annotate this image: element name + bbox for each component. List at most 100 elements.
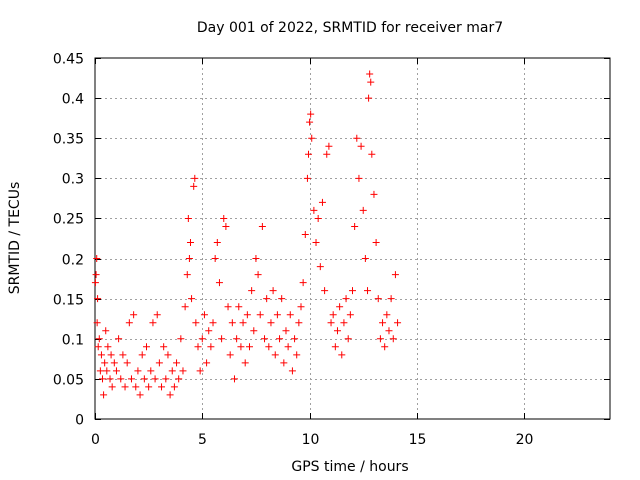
data-point: [205, 327, 213, 335]
data-point: [203, 359, 211, 367]
data-point: [181, 303, 189, 311]
data-point: [134, 367, 142, 375]
y-tick-label: 0.05: [53, 373, 84, 389]
data-point: [147, 367, 155, 375]
data-point: [215, 279, 223, 287]
data-point: [303, 174, 311, 182]
points-layer: [91, 70, 402, 399]
data-point: [364, 287, 372, 295]
data-point: [271, 351, 279, 359]
plot-frame: [94, 57, 611, 420]
data-point: [166, 391, 174, 399]
data-point: [107, 351, 115, 359]
data-point: [115, 335, 123, 343]
data-point: [288, 367, 296, 375]
data-point: [164, 351, 172, 359]
data-point: [293, 351, 301, 359]
data-point: [132, 383, 140, 391]
data-point: [123, 359, 131, 367]
data-point: [387, 295, 395, 303]
data-point: [291, 335, 299, 343]
y-tick-label: 0.2: [62, 253, 84, 269]
data-point: [389, 335, 397, 343]
data-point: [381, 343, 389, 351]
x-tick-label: 0: [91, 432, 100, 448]
y-tick-label: 0.1: [62, 333, 84, 349]
data-point: [101, 359, 109, 367]
data-point: [226, 351, 234, 359]
data-point: [243, 311, 251, 319]
data-point: [188, 295, 196, 303]
data-point: [93, 319, 101, 327]
x-tick-label: 15: [409, 432, 427, 448]
data-point: [278, 295, 286, 303]
data-point: [280, 359, 288, 367]
data-point: [299, 279, 307, 287]
data-point: [295, 319, 303, 327]
data-point: [338, 351, 346, 359]
data-point: [237, 343, 245, 351]
data-point: [331, 343, 339, 351]
data-point: [230, 375, 238, 383]
data-point: [379, 319, 387, 327]
data-point: [241, 359, 249, 367]
data-point: [191, 174, 199, 182]
data-point: [263, 295, 271, 303]
data-point: [342, 295, 350, 303]
data-point: [307, 110, 315, 118]
grid-layer: [95, 58, 610, 419]
data-point: [213, 239, 221, 247]
data-point: [196, 367, 204, 375]
data-point: [336, 303, 344, 311]
data-point: [248, 287, 256, 295]
data-point: [222, 222, 230, 230]
data-point: [224, 303, 232, 311]
y-tick-label: 0: [75, 413, 84, 429]
data-point: [250, 327, 258, 335]
data-point: [209, 319, 217, 327]
data-point: [353, 134, 361, 142]
data-point: [391, 271, 399, 279]
y-tick-label: 0.3: [62, 172, 84, 188]
data-point: [297, 303, 305, 311]
data-point: [138, 351, 146, 359]
data-point: [125, 319, 133, 327]
data-point: [158, 383, 166, 391]
data-point: [318, 198, 326, 206]
data-point: [127, 375, 135, 383]
data-point: [233, 335, 241, 343]
data-point: [102, 327, 110, 335]
data-point: [306, 118, 314, 126]
data-point: [153, 311, 161, 319]
data-point: [316, 263, 324, 271]
data-point: [355, 174, 363, 182]
data-point: [265, 343, 273, 351]
data-point: [269, 287, 277, 295]
y-tick-label: 0.25: [53, 212, 84, 228]
data-point: [329, 311, 337, 319]
data-point: [346, 311, 354, 319]
data-point: [211, 255, 219, 263]
y-tick-label: 0.4: [62, 92, 84, 108]
data-point: [91, 279, 99, 287]
data-point: [359, 206, 367, 214]
data-point: [282, 327, 290, 335]
y-tick-label: 0.35: [53, 132, 84, 148]
data-point: [351, 222, 359, 230]
data-point: [155, 359, 163, 367]
data-point: [284, 343, 292, 351]
data-point: [151, 375, 159, 383]
data-point: [186, 239, 194, 247]
data-point: [103, 367, 111, 375]
data-point: [383, 311, 391, 319]
data-point: [194, 343, 202, 351]
data-point: [394, 319, 402, 327]
data-point: [305, 150, 313, 158]
data-point: [367, 78, 375, 86]
data-point: [308, 134, 316, 142]
data-point: [325, 142, 333, 150]
data-point: [361, 255, 369, 263]
x-axis-label: GPS time / hours: [291, 459, 408, 475]
y-axis-label: SRMTID / TECUs: [7, 182, 23, 295]
data-point: [218, 335, 226, 343]
